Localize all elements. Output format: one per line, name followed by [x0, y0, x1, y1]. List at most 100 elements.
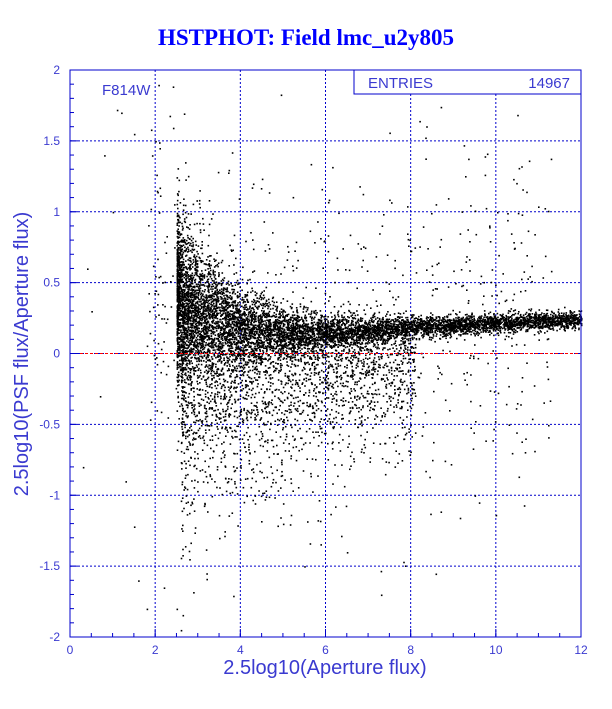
data-point	[223, 310, 225, 312]
data-point	[197, 383, 199, 385]
data-point	[527, 323, 530, 325]
data-point	[265, 324, 268, 326]
data-point	[238, 362, 241, 365]
data-point	[185, 179, 187, 181]
data-point	[416, 329, 419, 332]
data-point	[191, 292, 193, 295]
data-point	[188, 332, 191, 335]
data-point	[222, 307, 225, 309]
data-point	[178, 236, 181, 239]
data-point	[253, 298, 255, 301]
data-point	[193, 297, 195, 299]
data-point	[535, 313, 538, 315]
data-point	[244, 335, 246, 337]
data-point	[577, 320, 579, 322]
data-point	[296, 310, 298, 312]
data-point	[557, 317, 559, 320]
data-point	[484, 318, 487, 321]
data-point	[191, 280, 193, 282]
data-point	[211, 297, 214, 300]
data-point	[185, 267, 188, 270]
data-point	[503, 325, 505, 328]
data-point	[285, 326, 288, 329]
data-point	[222, 290, 225, 292]
data-point	[506, 321, 509, 324]
data-point	[260, 321, 262, 323]
data-point	[445, 325, 448, 328]
data-point	[275, 346, 278, 348]
data-point	[457, 317, 459, 320]
data-point	[250, 354, 253, 357]
data-point	[234, 360, 236, 363]
data-point	[192, 276, 195, 279]
data-point	[205, 313, 207, 315]
data-point	[541, 327, 544, 329]
data-point	[544, 315, 546, 317]
data-point	[477, 322, 479, 324]
data-point	[235, 272, 238, 274]
data-point	[268, 329, 271, 332]
data-point	[320, 314, 322, 317]
data-point	[408, 322, 411, 324]
data-point	[178, 299, 181, 302]
data-point	[350, 327, 353, 329]
data-point	[227, 357, 230, 360]
data-point	[217, 296, 219, 298]
data-point	[556, 315, 558, 318]
data-point	[404, 326, 406, 329]
data-point	[290, 324, 293, 326]
data-point	[395, 330, 397, 333]
data-point	[458, 311, 461, 313]
data-point	[297, 315, 299, 318]
data-point	[193, 293, 196, 296]
data-point	[211, 313, 213, 316]
grid-layer	[70, 70, 581, 637]
data-point	[186, 277, 188, 280]
data-point	[253, 359, 256, 362]
data-point	[176, 212, 179, 215]
data-point	[198, 256, 200, 259]
data-point	[499, 319, 502, 322]
data-point	[487, 319, 489, 321]
data-point	[393, 313, 396, 315]
data-point	[250, 333, 252, 335]
data-point	[272, 296, 275, 299]
data-point	[179, 298, 181, 300]
data-point	[185, 216, 188, 219]
data-point	[546, 321, 548, 323]
data-point	[507, 331, 510, 334]
data-point	[266, 303, 269, 305]
data-point	[254, 336, 256, 339]
data-point	[207, 278, 210, 280]
data-point	[251, 290, 254, 292]
data-point	[235, 281, 238, 284]
data-point	[415, 317, 417, 319]
data-point	[188, 295, 191, 297]
data-point	[251, 331, 254, 334]
data-point	[251, 316, 253, 318]
data-point	[191, 296, 194, 298]
data-point	[225, 283, 228, 285]
data-point	[490, 332, 493, 334]
data-point	[200, 297, 202, 299]
data-point	[376, 342, 379, 344]
data-point	[339, 332, 341, 335]
data-point	[253, 331, 256, 333]
data-point	[214, 334, 217, 336]
data-point	[220, 261, 223, 264]
data-point	[223, 324, 226, 327]
data-point	[208, 352, 211, 354]
data-point	[204, 316, 206, 318]
data-point	[203, 275, 206, 278]
data-point	[348, 324, 350, 326]
data-point	[271, 300, 274, 303]
data-point	[260, 356, 262, 358]
data-point	[354, 317, 357, 320]
data-point	[534, 316, 536, 319]
data-point	[225, 303, 228, 305]
data-point	[184, 250, 187, 253]
data-point	[177, 323, 180, 325]
data-point	[188, 228, 191, 230]
data-point	[428, 338, 431, 341]
data-point	[435, 320, 438, 322]
